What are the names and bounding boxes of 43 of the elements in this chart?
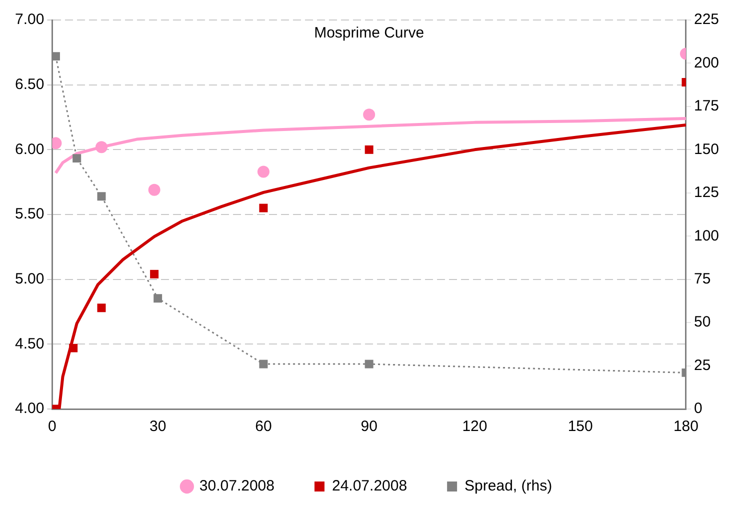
point — [363, 108, 376, 121]
point — [364, 360, 374, 368]
point — [95, 141, 108, 154]
x-tick-label: 150 — [568, 418, 593, 436]
point — [150, 270, 159, 278]
x-tick-label: 90 — [360, 418, 378, 436]
y2-tick-label: 150 — [694, 140, 720, 158]
x-tick-label: 60 — [255, 418, 272, 436]
y2-tick-label: 125 — [694, 184, 720, 202]
y2-tick-label: 75 — [694, 270, 711, 288]
y2-tick-label: 100 — [694, 227, 720, 244]
x-tick-label: 30 — [149, 418, 166, 436]
chart-title: Mosprime Curve — [314, 24, 424, 42]
y2-tick-label: 50 — [694, 314, 711, 331]
y-tick-label: 4.00 — [14, 400, 44, 418]
y2-tick-label: 25 — [694, 356, 711, 374]
x-tick-label: 0 — [48, 418, 56, 436]
x-tick-label: 120 — [462, 418, 488, 436]
y-tick-label: 5.50 — [14, 206, 44, 223]
y2-tick-label: 0 — [694, 400, 702, 418]
y2-tick-label: 200 — [694, 54, 720, 72]
point — [72, 154, 82, 163]
y2-tick-label: 225 — [694, 11, 720, 28]
y-tick-label: 4.50 — [14, 335, 44, 352]
y-tick-label: 5.00 — [14, 270, 44, 288]
point — [364, 145, 374, 154]
legend-label: 30.07.2008 — [199, 478, 274, 495]
point — [259, 360, 268, 368]
y-tick-label: 6.00 — [14, 140, 44, 158]
point — [257, 166, 270, 178]
point — [148, 184, 160, 196]
y-tick-label: 7.00 — [14, 11, 44, 28]
point — [52, 52, 60, 61]
point — [97, 192, 106, 201]
legend-label: 24.07.2008 — [332, 478, 408, 495]
legend-label: Spread, (rhs) — [464, 478, 552, 495]
point — [259, 204, 268, 212]
point — [154, 294, 162, 303]
point — [69, 344, 78, 352]
y2-tick-label: 175 — [694, 98, 720, 115]
point — [97, 304, 106, 312]
y-tick-label: 6.50 — [14, 76, 44, 93]
x-tick-label: 180 — [673, 418, 698, 436]
